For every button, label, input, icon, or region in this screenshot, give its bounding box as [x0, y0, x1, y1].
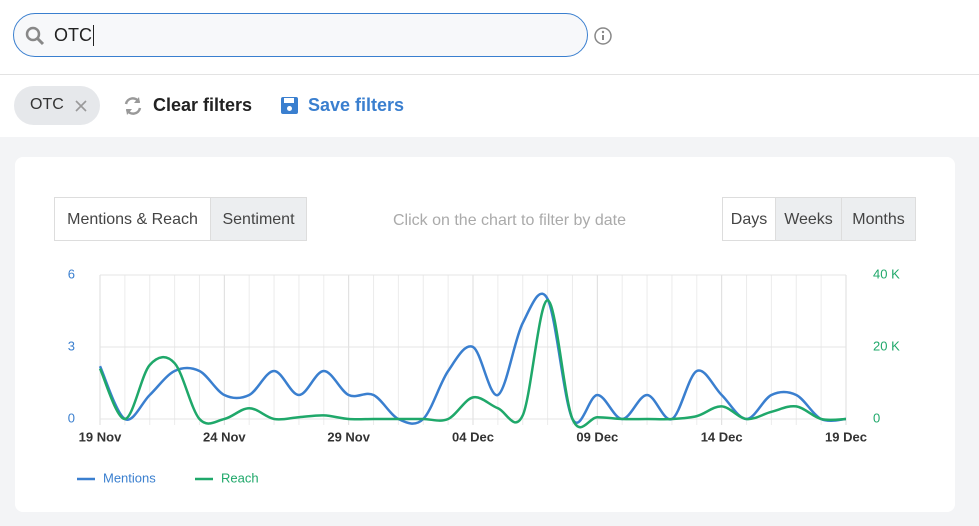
search-bar-area: OTC — [0, 0, 979, 75]
filter-chip[interactable]: OTC — [14, 86, 100, 125]
period-button[interactable]: Months — [841, 197, 916, 241]
y2-tick-label: 40 K — [873, 266, 900, 281]
chart-card: Mentions & Reach Sentiment Click on the … — [15, 157, 955, 512]
remove-icon[interactable] — [74, 99, 88, 113]
y2-tick-label: 20 K — [873, 338, 900, 353]
x-tick-label: 19 Nov — [79, 429, 122, 444]
save-filters[interactable]: Save filters — [308, 95, 405, 115]
period-button[interactable]: Days — [722, 197, 776, 241]
y2-tick-label: 0 — [873, 410, 880, 425]
x-tick-label: 09 Dec — [576, 429, 618, 444]
period-button[interactable]: Weeks — [775, 197, 842, 241]
search-icon — [25, 26, 45, 46]
clear-filters[interactable]: Clear filters — [153, 95, 253, 115]
x-tick-label: 29 Nov — [327, 429, 370, 444]
chart-hint: Click on the chart to filter by date — [393, 212, 626, 229]
x-tick-label: 19 Dec — [825, 429, 867, 444]
x-tick-label: 04 Dec — [452, 429, 494, 444]
line — [98, 292, 847, 425]
chip-label: OTC — [30, 96, 64, 113]
legend-label: Reach — [221, 470, 259, 485]
y-tick-label: 3 — [68, 338, 75, 353]
y-tick-label: 0 — [68, 410, 75, 425]
filter-row: OTC Clear filters Save filters — [0, 75, 979, 137]
legend-label: Mentions — [103, 470, 156, 485]
y-tick-label: 6 — [68, 266, 75, 281]
view-button[interactable]: Mentions & Reach — [54, 197, 211, 241]
search-query: OTC — [54, 25, 94, 46]
x-tick-label: 14 Dec — [701, 429, 743, 444]
line — [98, 298, 847, 429]
x-tick-label: 24 Nov — [203, 429, 246, 444]
info-icon[interactable] — [593, 26, 613, 46]
view-button[interactable]: Sentiment — [210, 197, 307, 241]
refresh-icon — [124, 97, 142, 115]
search-input[interactable]: OTC — [13, 13, 588, 57]
save-icon — [281, 97, 298, 114]
